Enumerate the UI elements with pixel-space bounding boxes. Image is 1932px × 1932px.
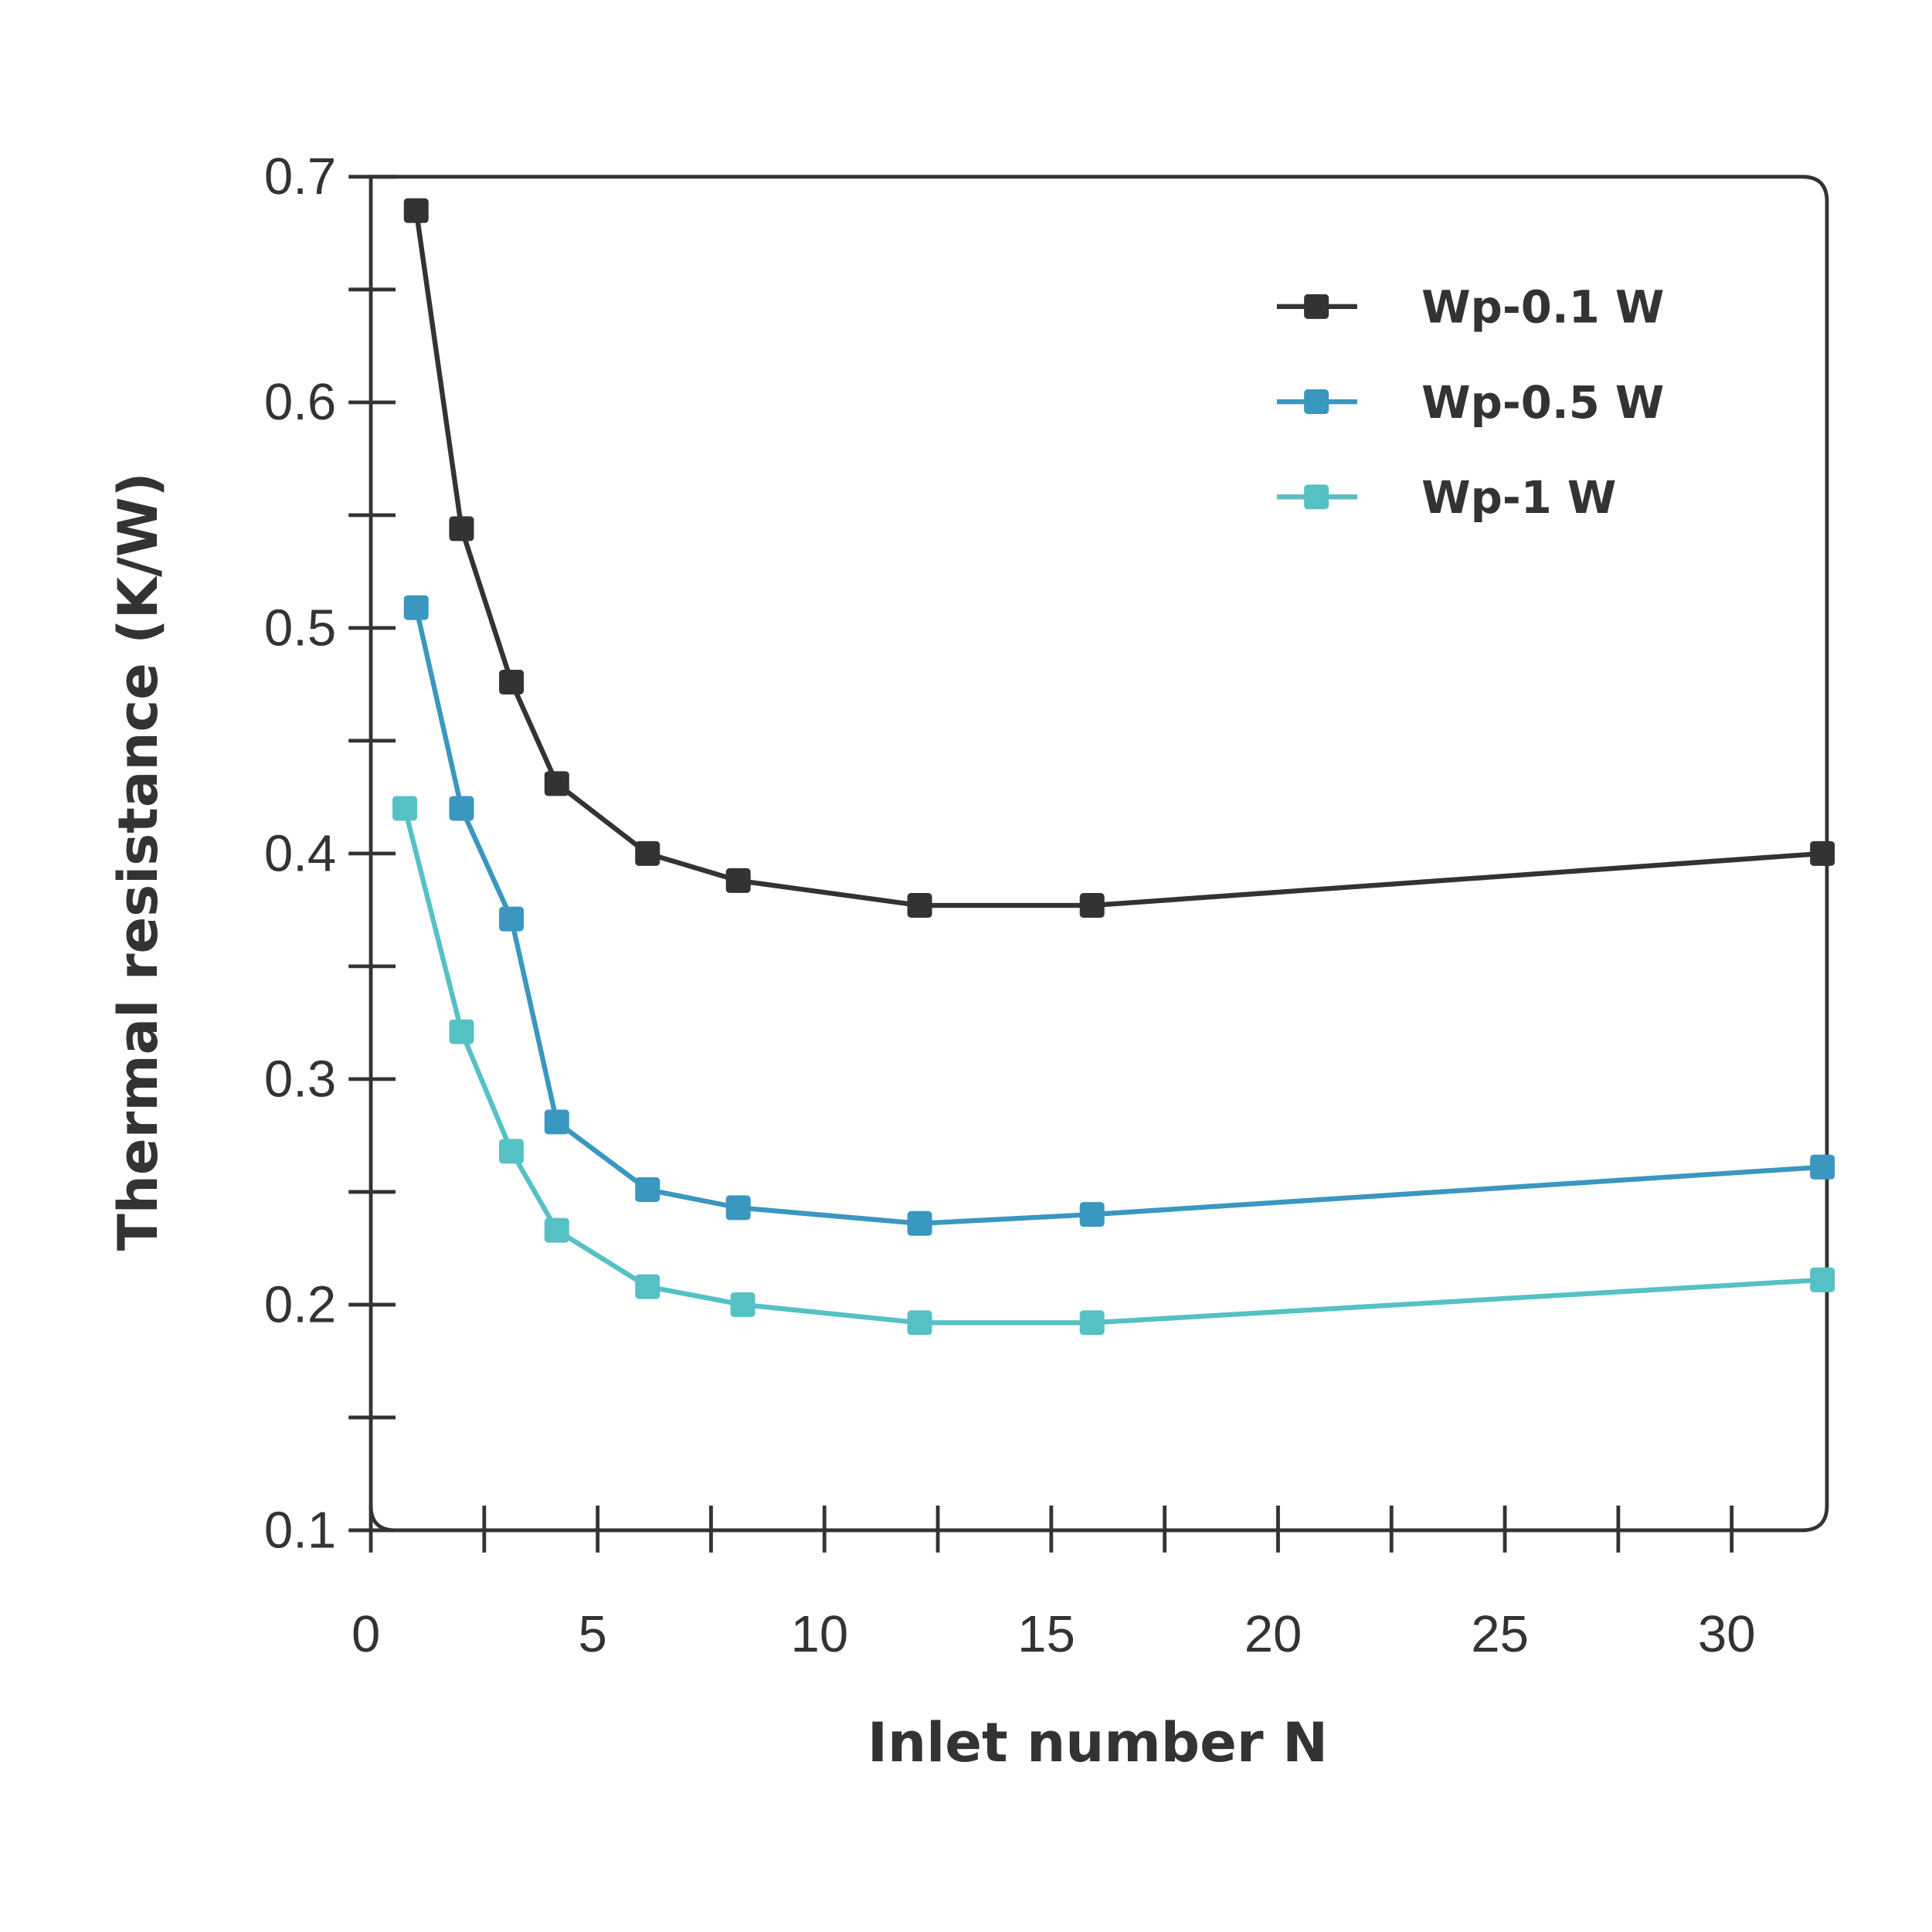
data-point (730, 1292, 755, 1317)
x-axis-title: Inlet number N (868, 1711, 1328, 1774)
data-point (635, 1177, 660, 1203)
y-axis-title: Thermal resistance (K/W) (107, 472, 170, 1251)
legend-label: Wp-0.1 W (1421, 282, 1664, 334)
data-point (499, 906, 525, 932)
data-point (1810, 1154, 1835, 1180)
data-point (449, 1019, 474, 1044)
legend-label: Wp-0.5 W (1421, 377, 1664, 429)
data-point (544, 1109, 569, 1135)
x-tick-label: 30 (1698, 1605, 1756, 1663)
x-tick-label: 15 (1017, 1605, 1075, 1663)
legend-label: Wp-1 W (1421, 472, 1616, 524)
data-point (1810, 1267, 1835, 1292)
data-point (725, 1195, 751, 1221)
data-point (1079, 1202, 1105, 1227)
x-tick-label: 20 (1244, 1605, 1302, 1663)
legend-marker (1304, 484, 1329, 510)
data-point (907, 1310, 932, 1336)
plot-frame (368, 175, 1829, 1533)
x-tick-label: 10 (790, 1605, 848, 1663)
data-point (544, 1217, 569, 1243)
y-tick-label: 0.2 (264, 1275, 336, 1333)
y-tick-label: 0.3 (264, 1050, 336, 1108)
data-point (544, 771, 569, 796)
data-point (635, 840, 660, 866)
data-point (725, 868, 751, 893)
series-line (413, 606, 1823, 1227)
series-line (402, 807, 1823, 1326)
data-point (449, 516, 474, 542)
data-point (403, 595, 429, 620)
y-tick-label: 0.5 (264, 599, 336, 657)
data-point (1079, 893, 1105, 918)
y-tick-label: 0.1 (264, 1501, 336, 1559)
data-point (449, 796, 474, 821)
data-point (403, 198, 429, 223)
x-tick-label: 5 (579, 1605, 607, 1663)
y-tick-label: 0.4 (264, 824, 336, 882)
data-point (907, 1210, 932, 1236)
legend-marker (1304, 294, 1329, 319)
y-tick-label: 0.7 (264, 148, 336, 205)
data-point (499, 1139, 525, 1164)
y-tick-label: 0.6 (264, 373, 336, 431)
legend-marker (1304, 389, 1329, 415)
data-point (1810, 840, 1835, 866)
data-point (1079, 1310, 1105, 1336)
data-point (635, 1274, 660, 1299)
data-point (392, 796, 418, 821)
x-tick-label: 0 (351, 1605, 380, 1663)
data-point (907, 893, 932, 918)
data-point (499, 669, 525, 694)
x-tick-label: 25 (1471, 1605, 1529, 1663)
